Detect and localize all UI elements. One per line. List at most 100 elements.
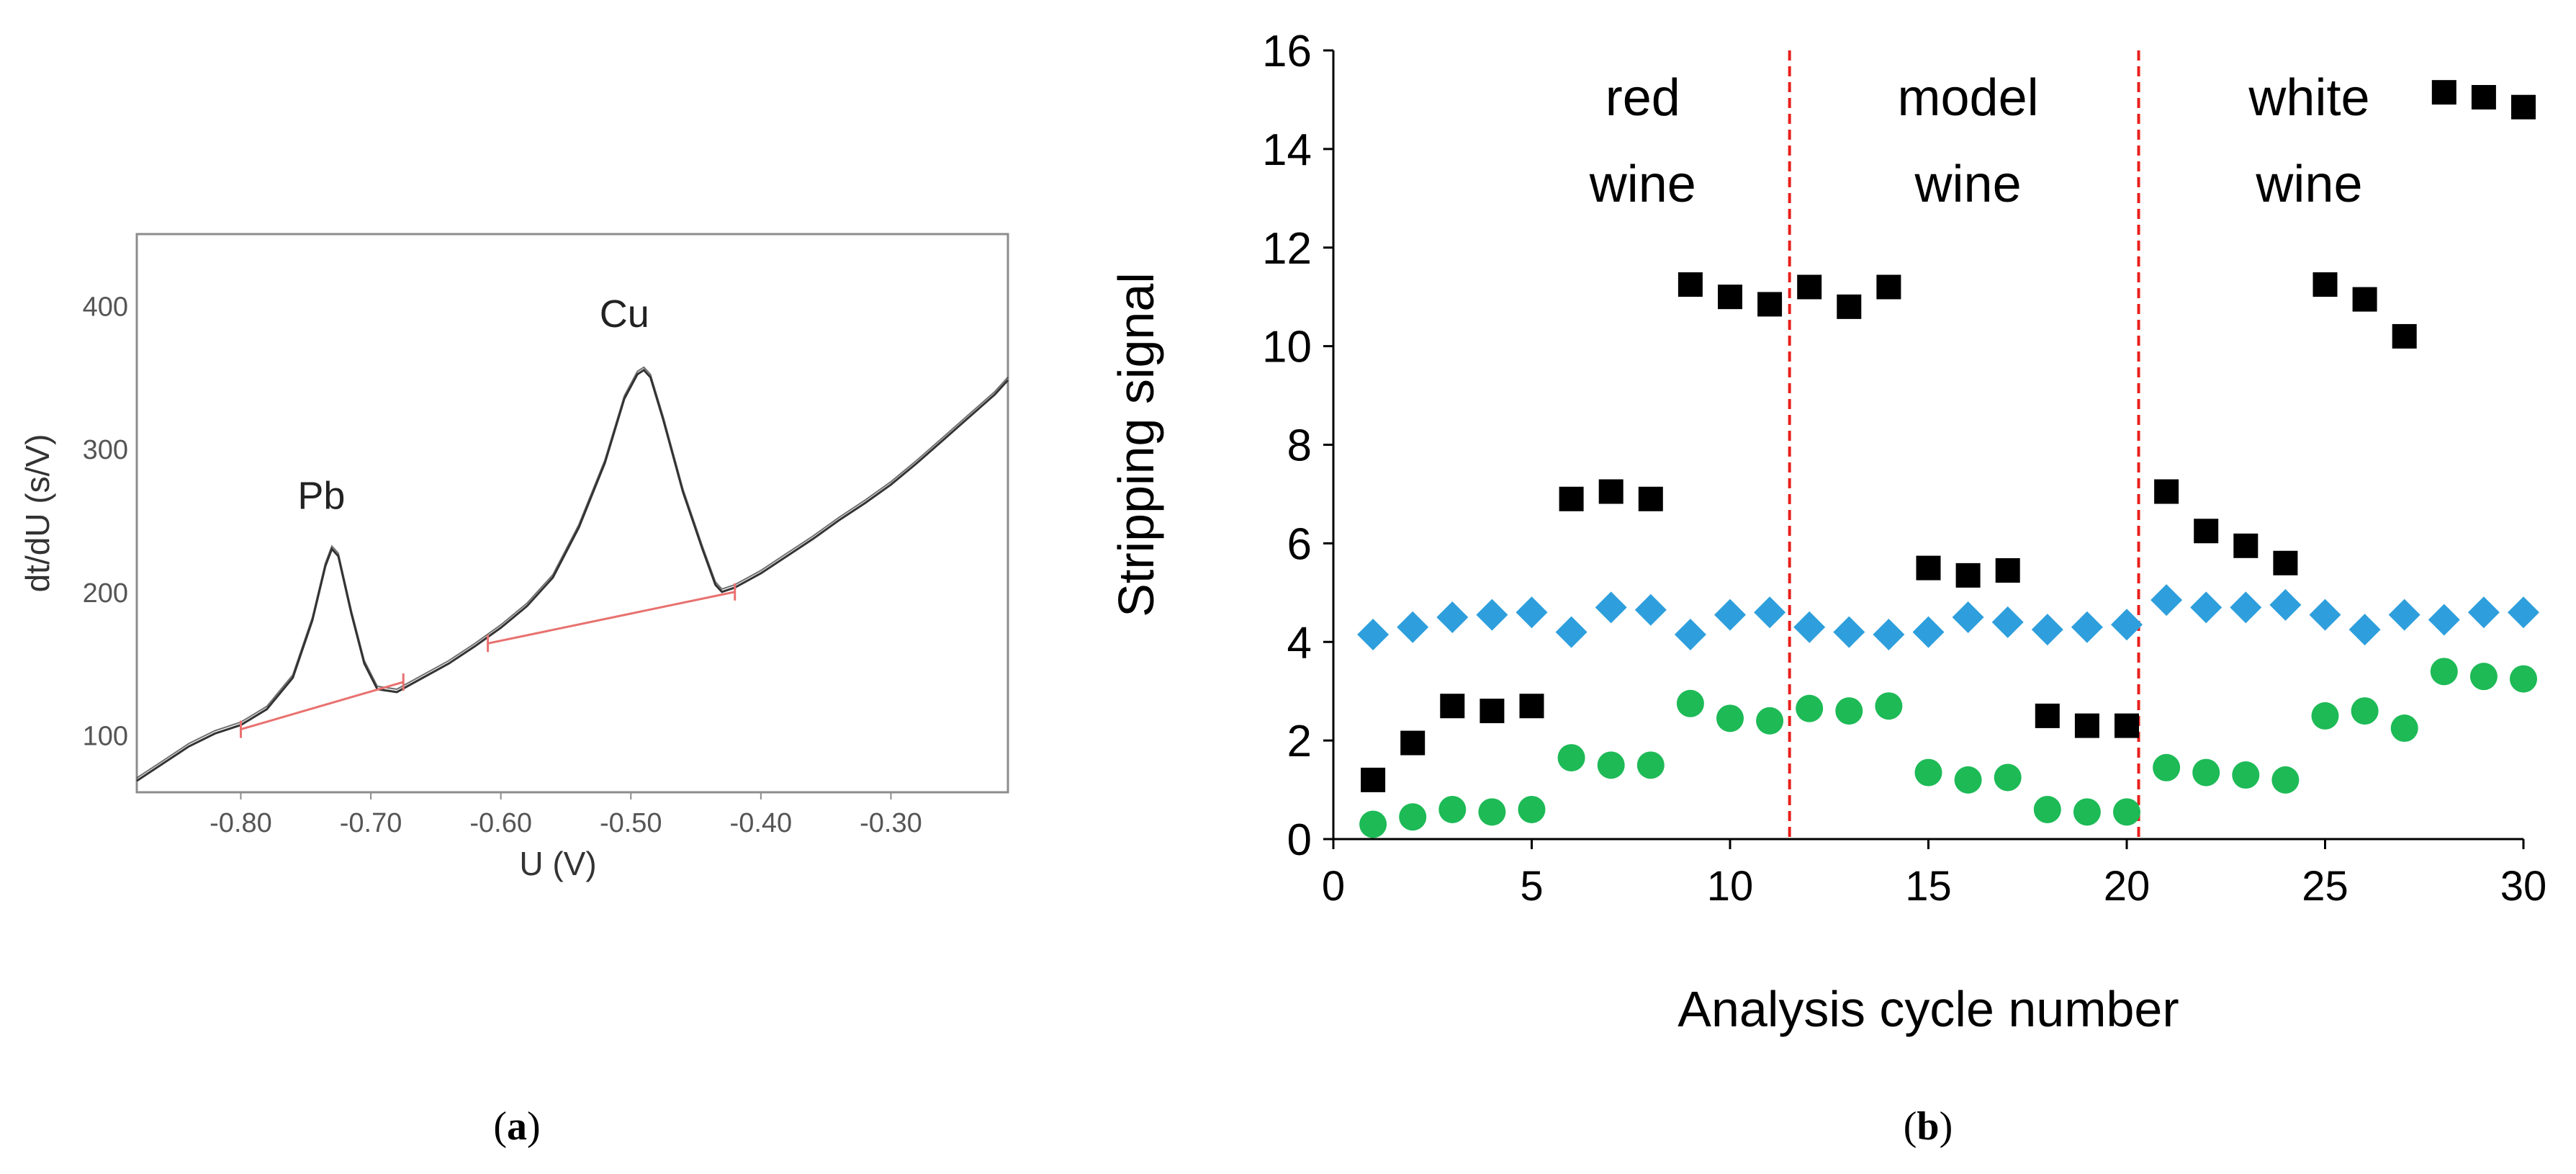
panel-b-y-tick-label: 14 bbox=[1262, 125, 1312, 175]
panel-b-diamond-point bbox=[1833, 616, 1865, 648]
panel-b-diamond-point bbox=[2190, 591, 2223, 624]
panel-b-circle-point bbox=[2271, 766, 2300, 794]
panel-a-plot-frame bbox=[135, 233, 1009, 794]
panel-b-diamond-point bbox=[1516, 596, 1548, 629]
panel-b-square-point bbox=[1677, 272, 1703, 297]
panel-a-y-tick-label: 400 bbox=[83, 292, 128, 322]
panel-b-circle-point bbox=[2469, 663, 2498, 691]
panel-b-circle-point bbox=[2351, 697, 2379, 725]
panel-a-series bbox=[136, 366, 1009, 782]
panel-b-square-point bbox=[1718, 284, 1742, 310]
panel-b-y-tick-label: 6 bbox=[1287, 519, 1312, 569]
panel-b-circle-point bbox=[1954, 766, 1982, 794]
panel-a-x-tick-label: -0.50 bbox=[600, 808, 662, 838]
panel-b-circle-point bbox=[2192, 758, 2220, 787]
panel-b-y-tick-label: 2 bbox=[1287, 717, 1312, 766]
panel-b-square-point bbox=[2511, 94, 2536, 120]
panel-b-diamond-point bbox=[1793, 611, 1826, 643]
panel-b-diamond-point bbox=[1873, 618, 1905, 650]
panel-b-circle-point bbox=[1835, 697, 1863, 725]
panel-b-region-label: wine bbox=[2255, 156, 2362, 213]
panel-b-circle-point bbox=[1399, 803, 1427, 831]
panel-b-diamond-point bbox=[1595, 591, 1627, 624]
panel-b-region-dividers bbox=[1788, 50, 2140, 839]
panel-b-square-point bbox=[1837, 294, 1862, 319]
panel-b-square-point bbox=[1797, 274, 1822, 300]
panel-a-x-tick-label: -0.70 bbox=[340, 808, 402, 838]
panel-a-x-ticks: -0.80 -0.70 -0.60 -0.50 -0.40 -0.30 bbox=[210, 792, 922, 838]
panel-b-square-point bbox=[1480, 699, 1505, 724]
panel-b-y-tick-label: 10 bbox=[1262, 323, 1312, 372]
panel-b-circle-point bbox=[2073, 798, 2101, 826]
panel-b-caption: (b) bbox=[1904, 1104, 1953, 1149]
panel-b-x-tick-label: 20 bbox=[2104, 863, 2151, 910]
panel-b-square-point bbox=[1598, 479, 1623, 504]
panel-b-square-point bbox=[2233, 533, 2258, 558]
panel-a-x-tick-label: -0.30 bbox=[860, 808, 922, 838]
panel-a-peak-label-cu: Cu bbox=[600, 292, 649, 336]
panel-a-peak-label-pb: Pb bbox=[297, 475, 345, 518]
panel-b-x-tick-label: 25 bbox=[2302, 863, 2348, 910]
panel-a-x-tick-label: -0.60 bbox=[469, 808, 532, 838]
panel-b-diamond-point bbox=[1634, 593, 1667, 626]
panel-a-caption: (a) bbox=[493, 1104, 540, 1149]
panel-a-x-axis-label: U (V) bbox=[519, 845, 596, 882]
panel-b-region-label: wine bbox=[1589, 156, 1696, 213]
panel-b-diamond-point bbox=[2388, 599, 2420, 631]
panel-b-diamond-point bbox=[2467, 596, 2500, 629]
panel-b-x-ticks: 0 5 10 15 20 25 30 bbox=[1322, 839, 2546, 910]
panel-b-circle-point bbox=[2311, 702, 2339, 730]
panel-b-y-ticks: 0 2 4 6 8 10 12 14 16 bbox=[1262, 27, 1333, 865]
panel-b-square-point bbox=[1638, 486, 1663, 511]
panel-b-diamond-point bbox=[2031, 614, 2063, 646]
panel-b-diamond-point bbox=[1397, 611, 1429, 643]
panel-b-data-points bbox=[1357, 80, 2539, 838]
panel-a-y-tick-label: 300 bbox=[83, 435, 128, 465]
panel-b-circle-point bbox=[1557, 744, 1585, 772]
panel-a-voltammogram-line bbox=[136, 368, 1009, 782]
panel-b-diamond-point bbox=[2508, 596, 2539, 629]
panel-b-circle-point bbox=[1994, 763, 2022, 792]
panel-a-pb-baseline bbox=[240, 681, 404, 731]
panel-b-diamond-point bbox=[1555, 616, 1588, 648]
panel-b-diamond-point bbox=[1952, 601, 1984, 634]
panel-b-square-point bbox=[1559, 486, 1584, 511]
panel-a-y-ticks: 100 200 300 400 bbox=[83, 292, 128, 751]
panel-b: 0 2 4 6 8 10 12 14 16 0 5 10 15 20 25 30 red wine model w… bbox=[1108, 27, 2546, 1149]
panel-b-region-label: white bbox=[2248, 69, 2369, 127]
panel-b-region-labels: red wine model wine white wine bbox=[1589, 69, 2370, 213]
panel-b-diamond-point bbox=[1912, 616, 1945, 648]
panel-b-diamond-point bbox=[1754, 596, 1786, 629]
panel-a-cu-baseline bbox=[487, 591, 736, 645]
panel-b-circle-point bbox=[1875, 692, 1903, 720]
panel-b-circle-point bbox=[1676, 689, 1704, 717]
panel-b-square-point bbox=[2352, 287, 2377, 312]
panel-b-circle-point bbox=[1478, 798, 1506, 826]
panel-b-diamond-point bbox=[1357, 618, 1390, 650]
panel-b-region-label: model bbox=[1898, 69, 2039, 127]
panel-b-circle-point bbox=[2390, 714, 2418, 743]
panel-b-x-tick-label: 30 bbox=[2500, 863, 2547, 910]
panel-b-region-label: wine bbox=[1914, 156, 2022, 213]
panel-a-caption-letter: a bbox=[507, 1104, 527, 1149]
panel-b-circle-point bbox=[1716, 704, 1744, 732]
panel-b-diamond-point bbox=[1714, 599, 1746, 631]
panel-b-x-tick-label: 0 bbox=[1322, 863, 1345, 910]
panel-b-circle-point bbox=[1796, 694, 1824, 722]
panel-b-diamond-point bbox=[2309, 599, 2341, 631]
panel-b-region-label: red bbox=[1606, 69, 1680, 127]
panel-b-diamond-point bbox=[1674, 618, 1706, 650]
panel-b-circle-point bbox=[2033, 795, 2061, 823]
panel-a-peak-annotations: Pb Cu bbox=[297, 292, 649, 517]
panel-b-square-point bbox=[1955, 563, 1981, 588]
panel-b-square-point bbox=[1440, 694, 1465, 719]
panel-b-x-tick-label: 10 bbox=[1707, 863, 1754, 910]
panel-b-square-point bbox=[1361, 767, 1386, 792]
panel-b-diamond-point bbox=[2348, 614, 2381, 646]
panel-b-square-point bbox=[2035, 703, 2060, 728]
panel-b-circle-point bbox=[1914, 758, 1942, 787]
panel-b-diamond-point bbox=[2111, 609, 2143, 641]
panel-a-x-tick-label: -0.40 bbox=[730, 808, 793, 838]
panel-a-y-tick-label: 200 bbox=[83, 578, 128, 609]
